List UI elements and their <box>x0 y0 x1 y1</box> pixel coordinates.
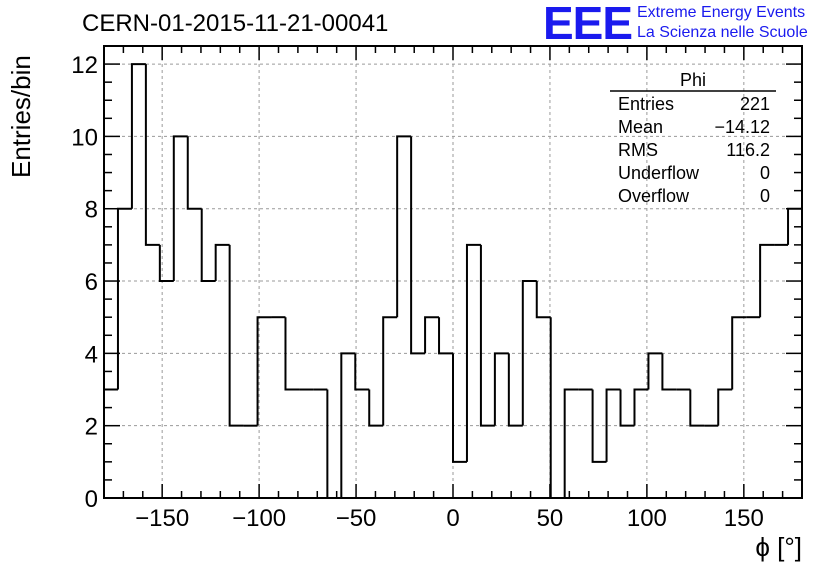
histogram-bin <box>493 352 509 426</box>
stats-value: 0 <box>760 186 770 206</box>
y-tick-label: 2 <box>85 414 98 441</box>
stats-label: RMS <box>618 140 658 160</box>
histogram-bin <box>340 352 356 498</box>
x-axis-label: ϕ [°] <box>755 532 802 562</box>
y-tick-label: 10 <box>71 124 98 151</box>
logo-subtitle-line1: Extreme Energy Events <box>637 4 806 21</box>
x-tick-label: 150 <box>724 505 764 532</box>
histogram-bin <box>465 243 481 462</box>
y-tick-label: 8 <box>85 197 98 224</box>
histogram-bin <box>521 280 537 426</box>
histogram-bin <box>507 353 523 427</box>
stats-box: Phi Entries 221 Mean −14.12 RMS 116.2 Underflow… <box>610 70 776 206</box>
histogram-bin <box>284 317 300 391</box>
histogram-bin <box>228 244 244 427</box>
x-tick-label: −150 <box>135 505 189 532</box>
histogram-bin <box>633 388 649 426</box>
y-tick-label: 0 <box>85 486 98 513</box>
histogram-bin <box>563 388 579 498</box>
x-tick-label: 50 <box>537 505 564 532</box>
x-tick-label: −50 <box>336 505 377 532</box>
stats-box-title: Phi <box>680 70 706 90</box>
y-tick-label: 4 <box>85 341 98 368</box>
histogram-bin <box>689 389 705 427</box>
histogram-bin <box>452 353 467 463</box>
histogram-bin <box>605 388 621 462</box>
histogram-bin <box>116 207 132 390</box>
x-tick-label: 100 <box>627 505 667 532</box>
run-title: CERN-01-2015-11-21-00041 <box>82 10 389 37</box>
histogram-bin <box>438 317 453 355</box>
stats-label: Overflow <box>618 186 690 206</box>
histogram-bin <box>535 281 551 319</box>
stats-label: Entries <box>618 94 674 114</box>
histogram-bin <box>479 244 495 427</box>
histogram-bin <box>647 352 663 390</box>
histogram-bin <box>326 389 342 499</box>
plot-frame <box>103 45 803 499</box>
y-tick-label: 6 <box>85 269 98 296</box>
histogram-bin <box>619 389 635 427</box>
histogram-bin <box>396 135 412 318</box>
histogram-bin <box>549 317 565 499</box>
histogram-bin <box>186 136 202 210</box>
histogram-bin <box>200 208 216 283</box>
y-axis-label: Entries/bin <box>6 55 36 178</box>
histogram-bin <box>661 353 677 391</box>
stats-label: Underflow <box>618 163 700 183</box>
logo-subtitle-line2: La Scienza nelle Scuole <box>637 24 808 41</box>
histogram-bin <box>410 136 426 355</box>
stats-value: −14.12 <box>714 117 770 137</box>
histogram-bin <box>591 389 607 463</box>
histogram-bin <box>731 316 747 390</box>
histogram-bin <box>256 316 272 426</box>
x-tick-label: 0 <box>446 505 459 532</box>
histogram-bin <box>424 316 440 354</box>
stats-value: 116.2 <box>726 140 770 160</box>
histogram-bin <box>144 64 160 246</box>
histogram-bin <box>172 135 188 282</box>
stats-label: Mean <box>618 117 663 137</box>
histogram-bin <box>158 244 174 283</box>
x-tick-label: −100 <box>232 505 286 532</box>
histogram-bin <box>214 243 230 282</box>
y-tick-label: 12 <box>71 52 98 79</box>
histogram-bin <box>717 388 733 426</box>
histogram-bin <box>759 243 775 318</box>
histogram-series <box>103 63 803 499</box>
tick-labels: −150 −100 −50 0 50 100 150 0 2 4 6 8 10 12 <box>71 52 764 532</box>
eee-logo: EEE <box>543 0 633 49</box>
histogram-bin <box>382 316 398 426</box>
histogram-bin <box>130 63 146 209</box>
stats-value: 221 <box>740 94 770 114</box>
stats-value: 0 <box>760 163 770 183</box>
histogram-bin <box>354 353 370 391</box>
histogram-bin <box>368 389 384 427</box>
